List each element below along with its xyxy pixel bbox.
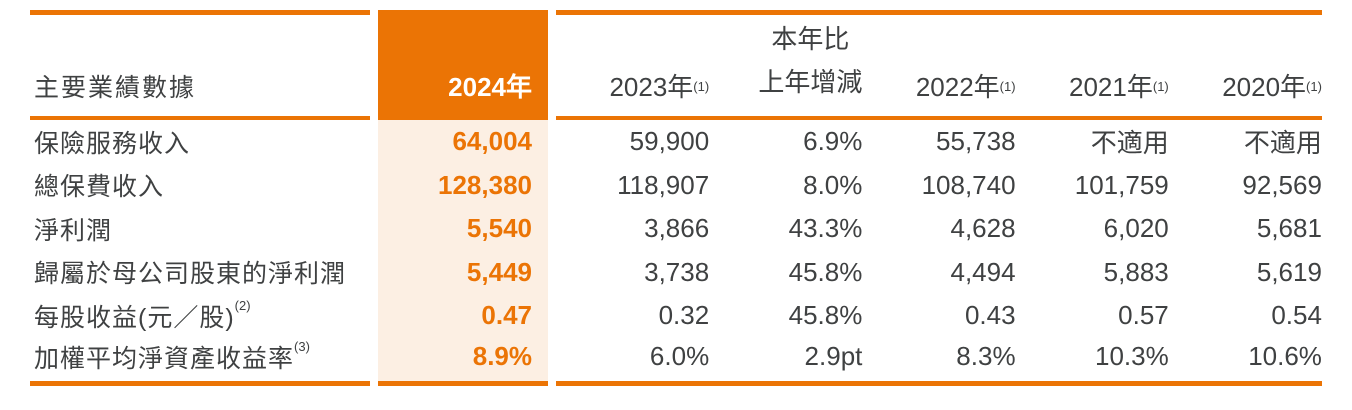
cell-change: 43.3% [788,213,863,244]
column-gap [548,163,556,207]
cell-2021: 0.57 [1118,300,1169,331]
row-label-text: 每股收益(元／股) [34,303,235,332]
cell-2024: 5,449 [378,250,548,294]
row-label: 淨利潤 [30,207,370,251]
cell-2022: 4,494 [950,256,1016,287]
column-gap [370,10,378,120]
cell-2024: 64,004 [378,120,548,164]
row-label-text: 淨利潤 [34,216,113,245]
cell-2023: 118,907 [617,169,710,200]
column-header-2022: 2022年 (1) [862,10,1016,120]
column-gap [548,337,556,386]
row-label: 保險服務收入 [30,120,370,164]
cell-change: 2.9pt [709,338,863,386]
cell-2021: 不適用 [1090,128,1169,159]
column-gap [370,163,378,207]
year-label: 2020年 [1222,72,1307,102]
cell-2024: 5,540 [378,207,548,251]
year-label: 2022年 [915,72,1000,102]
column-gap [370,337,378,386]
cell-change: 6.9% [803,126,863,157]
column-gap [370,120,378,164]
key-performance-table: 主要業績數據 2024年 2023年 (1) 本年比 上年增減 2022年 (1) 2… [30,10,1352,386]
cell-2020: 5,619 [1256,256,1322,287]
cell-2021: 5,883 [1103,256,1169,287]
cell-2024: 8.9% [378,337,548,386]
cell-2024: 128,380 [378,163,548,207]
cell-2022: 55,738 [936,126,1016,157]
cell-2023: 3,738 [644,256,710,287]
cell-2023: 6.0% [556,338,710,386]
column-gap [548,120,556,164]
column-header-2024: 2024年 [378,10,548,120]
row-label-text: 歸屬於母公司股東的淨利潤 [34,260,347,289]
footnote-mark: (2) [234,298,251,314]
row-label: 每股收益(元／股) (2) [30,294,370,338]
cell-2020: 10.6% [1168,338,1322,386]
cell-change: 45.8% [788,256,863,287]
cell-2023: 3,866 [644,213,710,244]
footnote-mark: (1) [1152,79,1169,94]
column-gap [548,294,556,338]
row-label-text: 保險服務收入 [34,129,191,158]
column-header-2023: 2023年 (1) [556,10,710,120]
row-label: 歸屬於母公司股東的淨利潤 [30,251,370,295]
column-gap [548,250,556,294]
column-gap [548,10,556,120]
cell-2022: 0.43 [964,300,1016,331]
cell-2021: 6,020 [1103,213,1169,244]
cell-change: 8.0% [803,169,863,200]
change-header-line1: 本年比 [771,24,850,54]
cell-change: 45.8% [788,300,863,331]
cell-2022: 4,628 [950,213,1016,244]
cell-2023: 0.32 [658,300,710,331]
year-label: 2021年 [1069,72,1153,102]
footnote-mark: (3) [294,339,310,355]
cell-2024: 0.47 [378,294,548,338]
row-label: 總保費收入 [30,164,370,208]
row-label: 加權平均淨資產收益率 (3) [30,338,370,386]
cell-2021: 101,759 [1074,169,1169,200]
cell-2023: 59,900 [629,126,710,157]
column-gap [370,250,378,294]
column-header-2020: 2020年 (1) [1168,10,1322,120]
footnote-mark: (1) [693,79,710,94]
cell-2022: 8.3% [862,338,1016,386]
cell-2020: 不適用 [1243,128,1322,159]
year-label: 2023年 [609,72,694,102]
cell-2021: 10.3% [1015,338,1169,386]
row-label-text: 總保費收入 [34,173,165,202]
column-gap [370,294,378,338]
cell-2020: 5,681 [1256,213,1322,244]
footnote-mark: (1) [999,79,1016,94]
footnote-mark: (1) [1306,79,1322,94]
column-header-change: 本年比 上年增減 [709,10,863,120]
column-gap [548,207,556,251]
column-header-2021: 2021年 (1) [1015,10,1169,120]
change-header-line2: 上年增減 [758,67,863,97]
column-gap [370,207,378,251]
cell-2022: 108,740 [921,169,1016,200]
change-header-lines: 本年比 上年增減 [758,18,862,104]
cell-2020: 92,569 [1242,169,1322,200]
cell-2020: 0.54 [1271,300,1322,331]
table-title-header: 主要業績數據 [30,10,370,120]
row-label-text: 加權平均淨資產收益率 [34,344,295,373]
